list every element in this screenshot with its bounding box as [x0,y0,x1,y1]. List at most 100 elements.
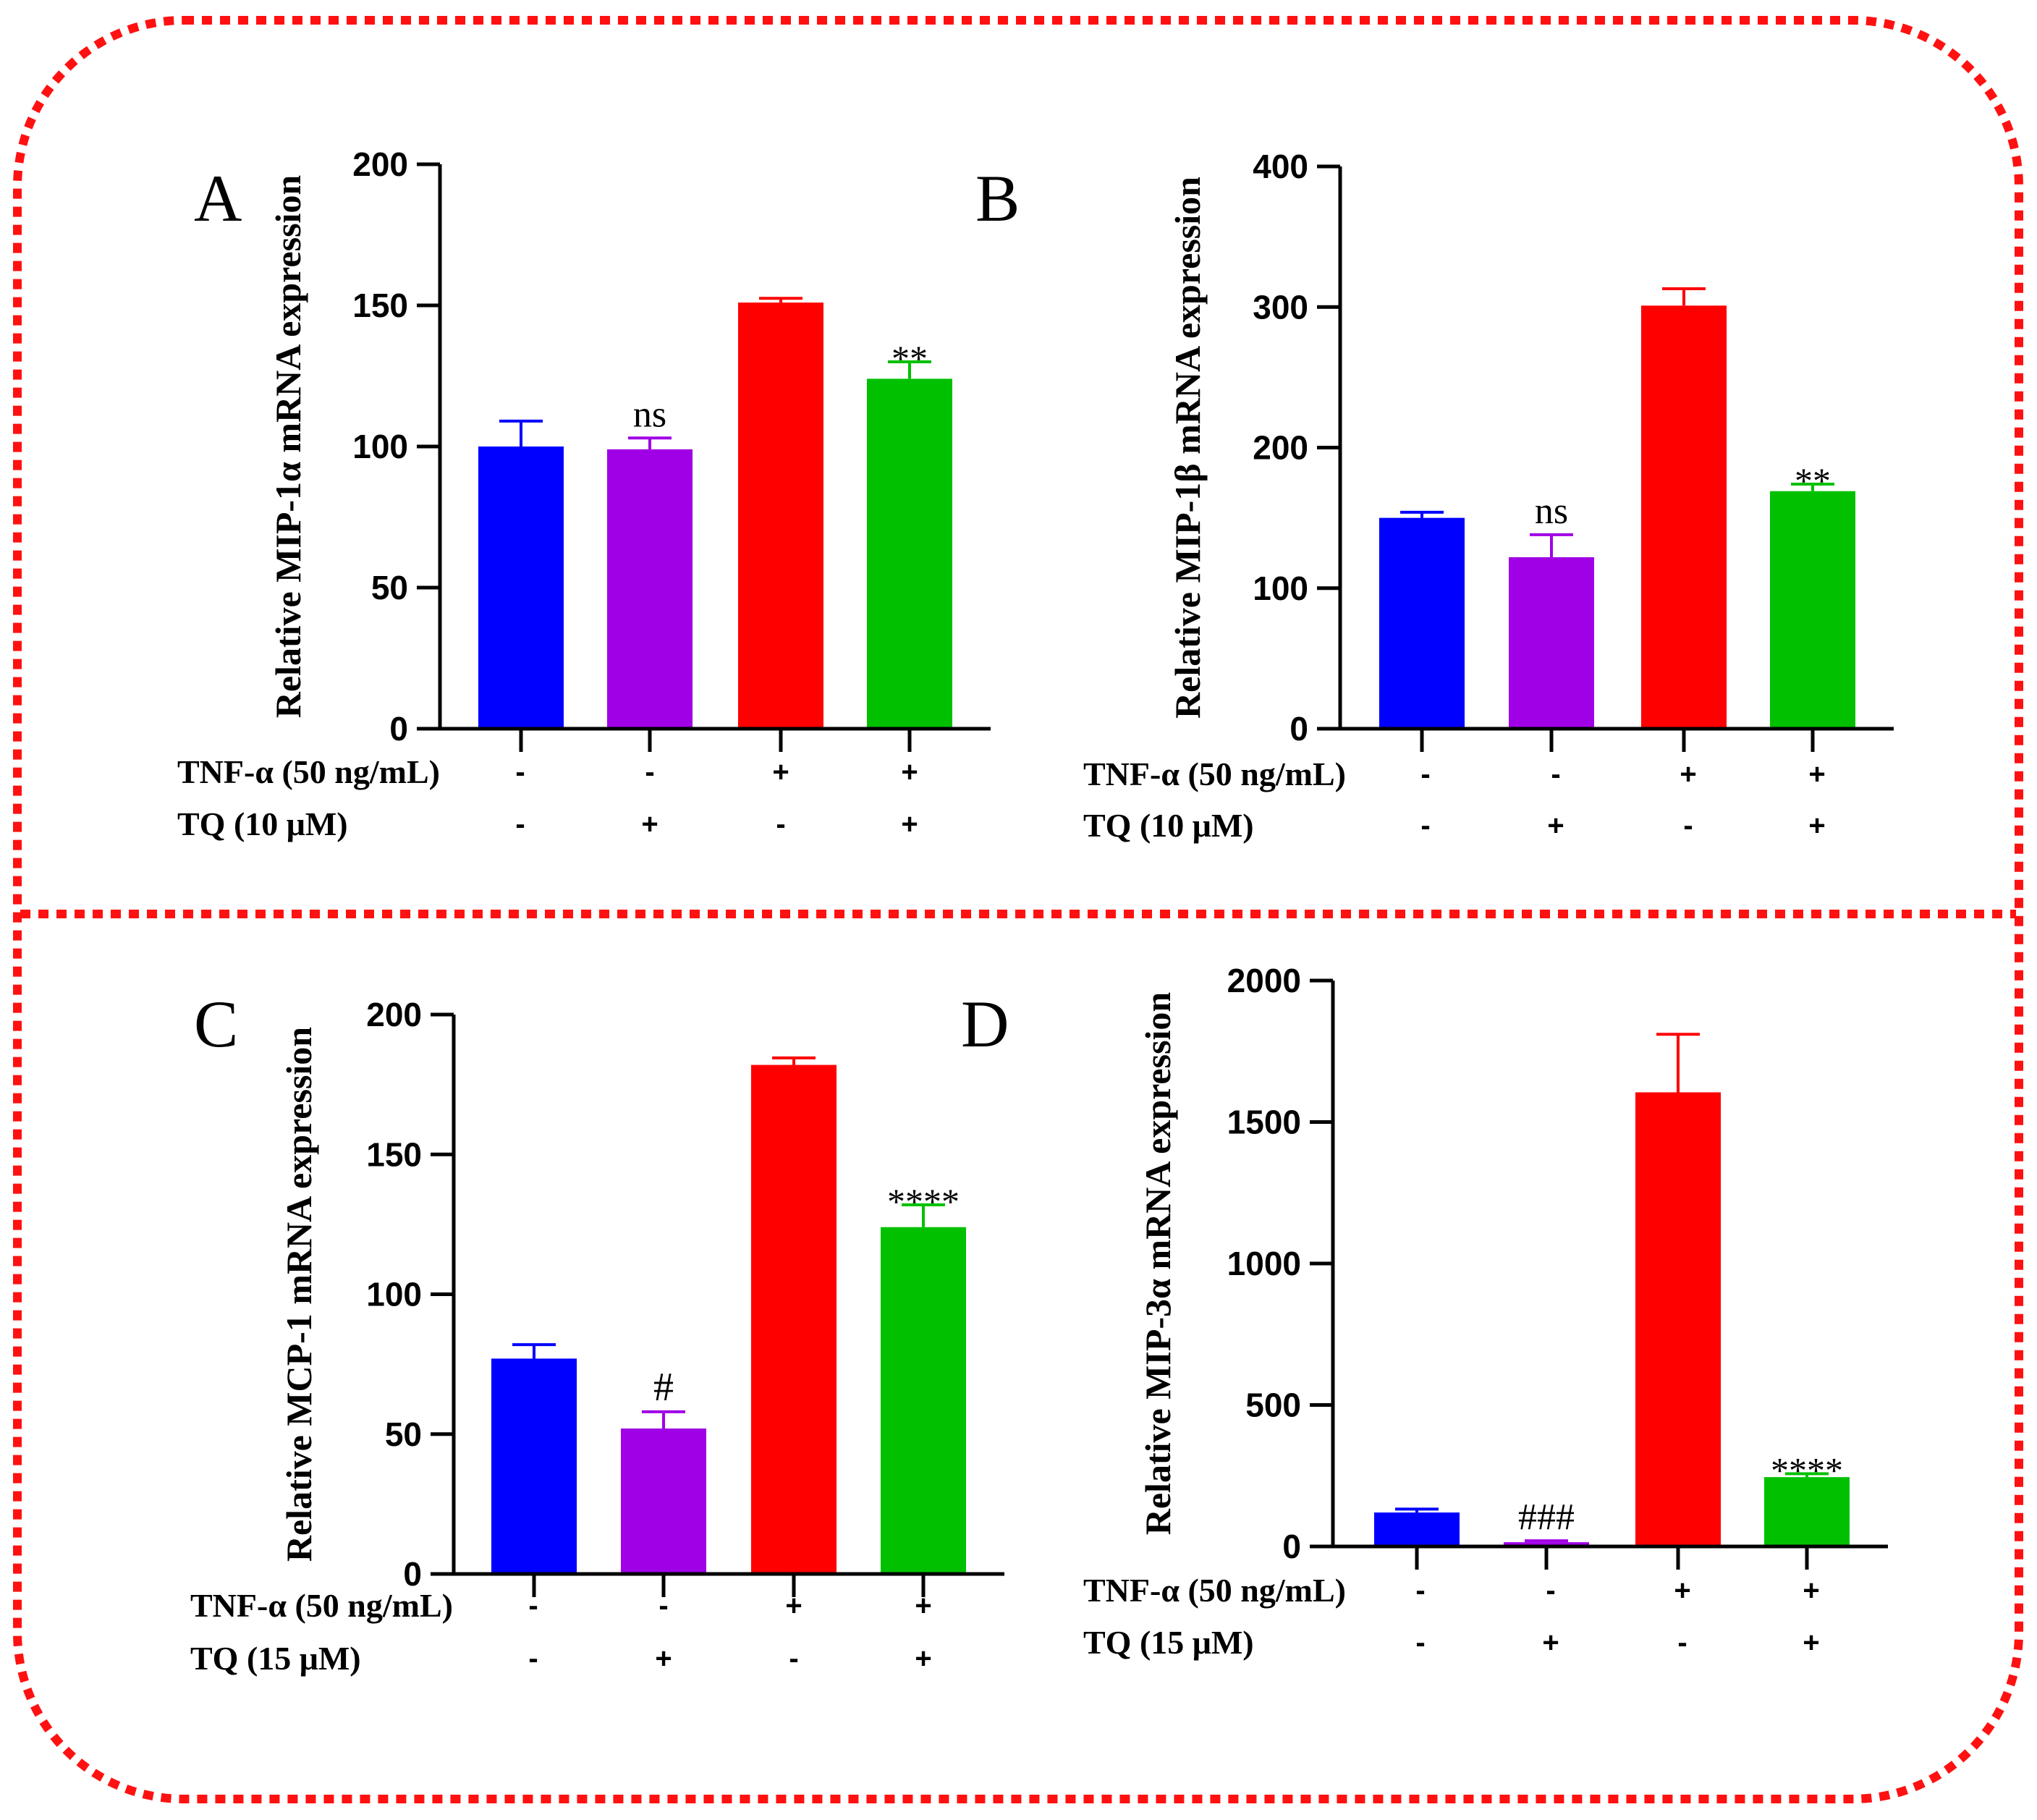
y-tick-label-a-0: 0 [389,710,408,748]
y-tick-label-a-3: 150 [352,287,408,324]
error-bar-b-1 [1400,510,1444,518]
treatment-sign-d-2-1: - [1415,1627,1425,1659]
treatment-sign-d-1-4: + [1803,1575,1819,1607]
bar-d-4 [1764,1477,1850,1546]
y-tick-label-c-1: 50 [385,1415,422,1453]
treatment-sign-b-2-4: + [1808,810,1825,842]
treatment-sign-c-2-1: - [528,1643,538,1675]
y-tick-label-a-2: 100 [352,428,408,465]
treatment-sign-b-1-4: + [1808,758,1825,790]
error-bar-a-3 [759,297,802,303]
significance-label-c-4: **** [887,1181,960,1222]
treatment-sign-a-1-2: - [645,756,654,788]
bar-c-3 [751,1065,837,1574]
significance-label-d-4: **** [1771,1450,1843,1491]
treatment-sign-d-2-3: - [1677,1627,1687,1659]
bar-b-1 [1379,517,1465,729]
error-bar-c-2 [642,1410,685,1429]
treatment-sign-c-1-1: - [528,1590,538,1622]
treatment-sign-c-1-3: + [785,1590,802,1622]
chart-panel-a: ns ** 0 50 100 150 200 Relative MIP-1α mRNA exp… [177,145,991,842]
bar-c-4 [881,1227,966,1574]
treatment-sign-b-2-1: - [1420,810,1430,842]
error-bar-c-4 [902,1203,945,1227]
error-bar-d-3 [1656,1033,1700,1093]
treatment-sign-c-1-2: - [658,1590,668,1622]
y-tick-label-c-2: 100 [366,1276,422,1313]
treatment-sign-c-2-2: + [655,1643,672,1675]
error-bar-a-1 [499,419,543,446]
error-bar-a-2 [628,436,672,449]
treatment-label-c-2: TQ (15 μM) [190,1640,361,1677]
significance-label-b-2: ns [1535,491,1568,532]
treatment-sign-a-1-1: - [515,756,525,788]
y-tick-label-d-2: 1000 [1227,1245,1301,1282]
treatment-sign-a-2-1: - [515,808,525,840]
bar-a-2 [607,449,693,729]
bar-a-4 [867,378,952,729]
treatment-sign-b-1-1: - [1420,758,1430,790]
treatment-sign-b-1-3: + [1680,758,1696,790]
significance-label-c-2: # [653,1365,674,1410]
chart-panel-c: # **** 0 50 100 150 200 Relative MCP-1 mRNA exp… [190,987,1004,1677]
chart-panel-d: ### **** 0 500 1000 1500 2000 Relative MIP-3α m… [961,962,1888,1661]
significance-label-a-2: ns [633,394,666,435]
treatment-label-a-1: TNF-α (50 ng/mL) [177,753,440,790]
treatment-label-b-2: TQ (10 μM) [1083,807,1254,844]
error-bar-b-2 [1530,533,1573,558]
error-bar-d-1 [1395,1507,1439,1513]
treatment-label-c-1: TNF-α (50 ng/mL) [190,1587,453,1624]
treatment-sign-a-2-4: + [901,808,918,840]
bar-c-1 [491,1358,577,1574]
error-bar-c-1 [512,1343,556,1359]
y-tick-label-d-4: 2000 [1227,962,1301,999]
treatment-sign-b-2-2: + [1547,810,1564,842]
treatment-sign-a-2-2: + [641,808,658,840]
treatment-sign-a-1-4: + [901,756,918,788]
error-bar-b-4 [1791,483,1834,491]
treatment-label-a-2: TQ (10 μM) [177,805,348,842]
y-tick-label-d-3: 1500 [1227,1104,1301,1141]
chart-panel-b: ns ** 0 100 200 300 400 Relative MIP-1β mRNA ex… [975,148,1894,844]
y-axis-label-c: Relative MCP-1 mRNA expression [279,1027,319,1562]
panel-letter-a: A [194,161,242,235]
y-tick-label-c-0: 0 [403,1555,422,1593]
treatment-sign-c-2-4: + [915,1643,931,1675]
outer-dashed-frame [13,16,2023,1803]
y-tick-label-b-4: 400 [1253,148,1308,185]
error-bar-d-2 [1525,1539,1568,1543]
bar-b-4 [1770,491,1855,729]
bar-d-1 [1374,1512,1460,1546]
treatment-sign-a-1-3: + [772,756,789,788]
treatment-label-d-2: TQ (15 μM) [1083,1624,1254,1661]
significance-label-d-2: ### [1518,1497,1575,1538]
y-tick-label-b-3: 300 [1253,288,1308,326]
bar-d-3 [1635,1092,1721,1546]
bar-b-2 [1509,557,1594,729]
significance-label-a-4: ** [892,338,928,378]
treatment-sign-d-1-2: - [1546,1575,1555,1607]
bar-d-2 [1504,1542,1589,1546]
bar-c-2 [621,1429,706,1574]
bar-a-1 [478,446,564,729]
y-tick-label-b-0: 0 [1289,710,1308,748]
y-axis-label-d: Relative MIP-3α mRNA expression [1138,992,1178,1536]
treatment-sign-d-2-4: + [1803,1627,1819,1659]
y-tick-label-a-1: 50 [371,569,408,606]
treatment-sign-d-1-1: - [1415,1575,1425,1607]
y-tick-label-c-3: 150 [366,1135,422,1173]
y-tick-label-a-4: 200 [352,145,408,183]
bar-a-3 [738,302,823,729]
y-tick-label-b-2: 200 [1253,429,1308,467]
panel-letter-b: B [975,161,1020,235]
bar-b-3 [1641,305,1727,729]
y-tick-label-d-1: 500 [1245,1387,1301,1424]
panel-letter-c: C [194,987,238,1061]
y-tick-label-d-0: 0 [1282,1528,1301,1565]
y-axis-label-a: Relative MIP-1α mRNA expression [268,175,308,719]
y-tick-label-b-1: 100 [1253,570,1308,607]
error-bar-b-3 [1662,287,1706,306]
treatment-sign-c-1-4: + [915,1590,931,1622]
treatment-sign-c-2-3: - [789,1643,798,1675]
